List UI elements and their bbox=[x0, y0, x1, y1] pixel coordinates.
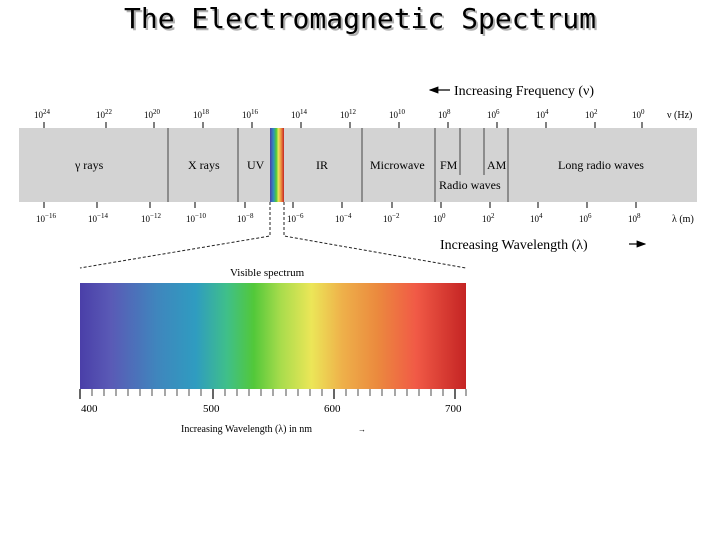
spectrum-band bbox=[19, 128, 697, 202]
wl-tick: 106 bbox=[579, 212, 592, 224]
visible-spectrum-title: Visible spectrum bbox=[230, 267, 305, 279]
visible-major-ticks bbox=[79, 389, 456, 399]
region-dividers bbox=[167, 128, 509, 202]
visible-stripe bbox=[270, 128, 284, 202]
zoom-connectors bbox=[79, 202, 467, 269]
frequency-tick-labels: 1024 1022 1020 1018 1016 1014 1012 1010 … bbox=[34, 108, 645, 120]
wl-tick: 102 bbox=[482, 212, 495, 224]
nm-tick-400: 400 bbox=[81, 403, 98, 415]
freq-tick: 1010 bbox=[389, 108, 406, 120]
wl-tick: 10−8 bbox=[237, 212, 254, 224]
region-uv: UV bbox=[247, 158, 265, 172]
freq-tick: 104 bbox=[536, 108, 549, 120]
freq-tick: 106 bbox=[487, 108, 500, 120]
frequency-arrow-label: Increasing Frequency (ν) bbox=[454, 84, 594, 99]
wavelength-arrow-label: Increasing Wavelength (λ) bbox=[440, 238, 588, 253]
wl-tick: 108 bbox=[628, 212, 641, 224]
slide-title: The Electromagnetic Spectrum bbox=[123, 2, 596, 35]
wl-tick: 10−2 bbox=[383, 212, 400, 224]
freq-tick: 102 bbox=[585, 108, 598, 120]
visible-arrow-icon: → bbox=[358, 425, 366, 434]
wavelength-unit-label: λ (m) bbox=[672, 214, 694, 225]
region-x-rays: X rays bbox=[188, 158, 220, 172]
visible-wavelength-label: Increasing Wavelength (λ) in nm bbox=[181, 424, 312, 435]
visible-minor-ticks bbox=[91, 389, 467, 396]
freq-tick: 1022 bbox=[96, 108, 113, 120]
visible-spectrum-gradient bbox=[80, 283, 466, 389]
freq-tick: 100 bbox=[632, 108, 645, 120]
freq-tick: 1012 bbox=[340, 108, 357, 120]
region-long-radio-waves: Long radio waves bbox=[558, 158, 644, 172]
freq-tick: 1016 bbox=[242, 108, 259, 120]
region-radio-waves: Radio waves bbox=[439, 178, 501, 192]
nm-tick-500: 500 bbox=[203, 403, 220, 415]
region-am: AM bbox=[487, 158, 507, 172]
wl-tick: 10−14 bbox=[88, 212, 108, 224]
wavelength-tick-marks bbox=[43, 202, 637, 208]
frequency-tick-marks bbox=[43, 122, 643, 128]
freq-tick: 1020 bbox=[144, 108, 161, 120]
nm-tick-600: 600 bbox=[324, 403, 341, 415]
wl-tick: 10−10 bbox=[186, 212, 206, 224]
wl-tick: 100 bbox=[433, 212, 446, 224]
freq-tick: 1014 bbox=[291, 108, 308, 120]
nm-tick-700: 700 bbox=[445, 403, 462, 415]
wl-tick: 104 bbox=[530, 212, 543, 224]
wl-tick: 10−4 bbox=[335, 212, 352, 224]
freq-tick: 108 bbox=[438, 108, 451, 120]
wavelength-tick-labels: 10−16 10−14 10−12 10−10 10−8 10−6 10−4 1… bbox=[36, 212, 641, 224]
freq-tick: 1018 bbox=[193, 108, 210, 120]
freq-tick: 1024 bbox=[34, 108, 51, 120]
wl-tick: 10−16 bbox=[36, 212, 56, 224]
wl-tick: 10−6 bbox=[287, 212, 304, 224]
region-fm: FM bbox=[440, 158, 458, 172]
region-ir: IR bbox=[316, 158, 328, 172]
frequency-unit-label: ν (Hz) bbox=[667, 110, 692, 121]
wl-tick: 10−12 bbox=[141, 212, 161, 224]
region-gamma-rays: γ rays bbox=[74, 158, 104, 172]
region-microwave: Microwave bbox=[370, 158, 425, 172]
